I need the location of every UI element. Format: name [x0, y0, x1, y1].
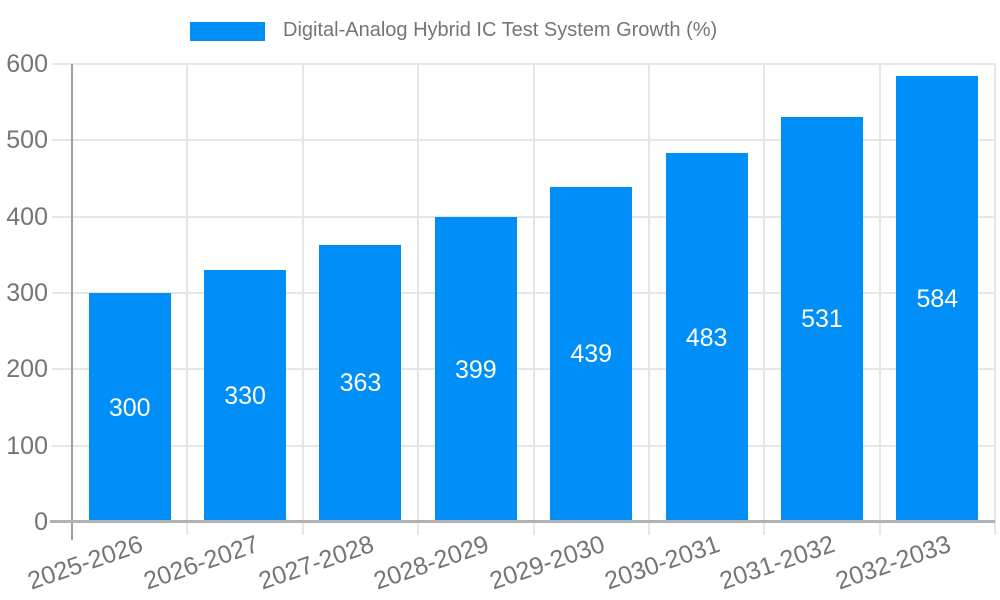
bar-value-label: 399: [454, 355, 497, 384]
x-gridline: [417, 64, 420, 535]
y-tick-label: 600: [6, 50, 48, 78]
x-gridline: [878, 64, 881, 535]
y-gridline: [52, 444, 995, 447]
x-tick-label: 2028-2029: [370, 530, 493, 596]
x-tick-label: 2030-2031: [601, 530, 724, 596]
bar[interactable]: [319, 244, 402, 520]
bar-value-label: 531: [801, 305, 843, 334]
y-tick-label: 300: [6, 279, 48, 307]
x-gridline: [994, 64, 996, 535]
bar-value-label: 483: [685, 323, 728, 352]
bar-value-label: 584: [916, 285, 959, 314]
bar[interactable]: [550, 186, 633, 520]
x-tick-label: 2027-2028: [255, 530, 378, 596]
y-gridline: [52, 292, 995, 294]
bar[interactable]: [434, 217, 517, 520]
x-tick-label: 2032-2033: [831, 530, 955, 596]
y-tick-label: 400: [6, 202, 48, 231]
y-gridline: [52, 139, 995, 142]
y-gridline: [52, 368, 995, 371]
y-tick-label: 0: [34, 508, 48, 536]
x-gridline: [647, 64, 650, 535]
bar-value-label: 300: [108, 393, 151, 422]
bar[interactable]: [780, 116, 863, 520]
x-gridline: [301, 64, 304, 535]
y-gridline: [52, 215, 995, 218]
legend-swatch: [190, 21, 265, 41]
y-axis-line: [71, 64, 73, 540]
legend[interactable]: Digital-Analog Hybrid IC Test System Gro…: [190, 17, 717, 43]
bar-value-label: 439: [570, 340, 613, 369]
x-tick-label: 2029-2030: [485, 530, 608, 596]
bar-value-label: 363: [339, 369, 382, 398]
x-tick-label: 2026-2027: [139, 530, 262, 596]
bar-value-label: 330: [224, 382, 266, 411]
x-tick-label: 2025-2026: [24, 530, 147, 596]
x-gridline: [532, 64, 535, 535]
y-tick-label: 500: [6, 126, 48, 155]
x-gridline: [186, 64, 189, 535]
y-tick-label: 200: [6, 355, 48, 384]
legend-label: Digital-Analog Hybrid IC Test System Gro…: [283, 18, 718, 41]
x-tick-label: 2031-2032: [716, 530, 839, 596]
bar[interactable]: [88, 293, 171, 520]
x-axis-line: [50, 520, 995, 523]
bar[interactable]: [896, 76, 979, 520]
bar[interactable]: [665, 153, 748, 520]
y-tick-label: 100: [6, 431, 48, 460]
x-gridline: [763, 64, 766, 535]
bar[interactable]: [204, 270, 287, 520]
y-gridline: [52, 63, 995, 65]
